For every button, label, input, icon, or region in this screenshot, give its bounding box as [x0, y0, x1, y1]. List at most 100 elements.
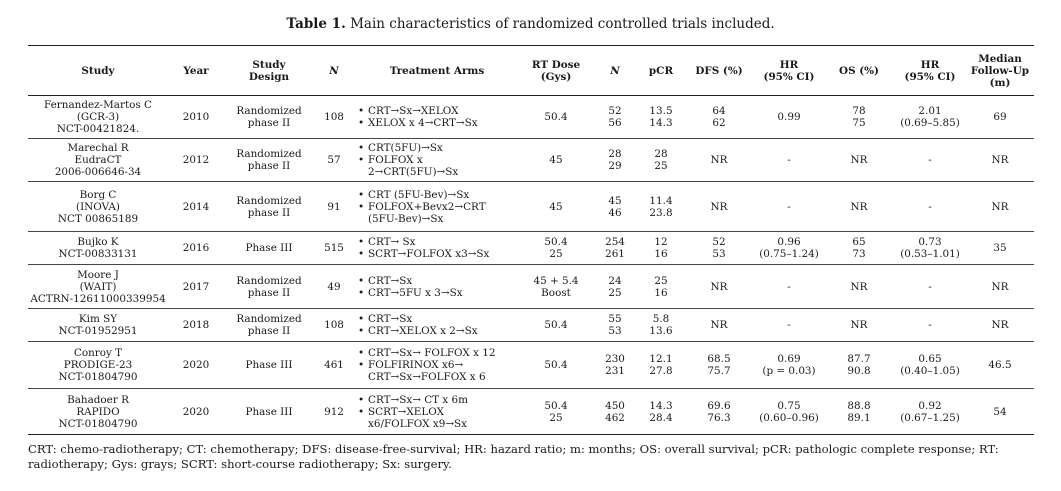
cell-narm: 230 231: [592, 341, 638, 389]
cell-rt: 50.4 25: [520, 388, 592, 435]
column-header: OS (%): [824, 45, 894, 96]
treatment-arm: • CRT→Sx→ FOLFOX x 12: [358, 347, 518, 359]
cell-study: Bahadoer R RAPIDO NCT-01804790: [28, 388, 168, 435]
treatment-arm-text: FOLFOX+Bevx2→CRT (5FU-Bev)→Sx: [368, 200, 486, 225]
treatment-arm: • CRT→Sx: [358, 313, 518, 325]
bullet-icon: •: [358, 200, 365, 213]
treatment-arm: • CRT→ Sx: [358, 236, 518, 248]
treatment-arm: • CRT→5FU x 3→Sx: [358, 287, 518, 299]
cell-rt: 50.4: [520, 341, 592, 389]
column-header: Year: [168, 45, 224, 96]
cell-design: Phase III: [224, 341, 314, 389]
cell-design: Phase III: [224, 231, 314, 265]
cell-n: 515: [314, 231, 354, 265]
column-header: N: [592, 45, 638, 96]
cell-n: 461: [314, 341, 354, 389]
cell-os: 88.8 89.1: [824, 388, 894, 435]
bullet-icon: •: [358, 393, 365, 406]
column-header: Study: [28, 45, 168, 96]
cell-n: 57: [314, 138, 354, 182]
cell-n: 91: [314, 181, 354, 232]
treatment-arms-cell: • CRT(5FU)→Sx • FOLFOX x 2→CRT(5FU)→Sx: [354, 138, 520, 182]
cell-hr-os: -: [894, 138, 966, 182]
table-header: Study Year Study Design N Treatment Arms RT D…: [28, 45, 1034, 96]
cell-rt: 45: [520, 181, 592, 232]
cell-hr-os: 0.92 (0.67–1.25): [894, 388, 966, 435]
cell-dfs: NR: [684, 181, 754, 232]
cell-design: Randomized phase II: [224, 264, 314, 309]
cell-narm: 24 25: [592, 264, 638, 309]
treatment-arm: • FOLFIRINOX x6→ CRT→Sx→FOLFOX x 6: [358, 359, 518, 383]
cell-os: 78 75: [824, 95, 894, 139]
treatment-arm: • CRT→Sx→XELOX: [358, 105, 518, 117]
treatment-arm-text: CRT→Sx: [368, 313, 413, 325]
cell-study: Fernandez-Martos C (GCR-3) NCT-00421824.: [28, 95, 168, 139]
cell-hr-dfs: -: [754, 138, 824, 182]
bullet-icon: •: [358, 313, 365, 325]
table-row: Moore J (WAIT) ACTRN-12611000339954 2017 R…: [28, 264, 1034, 309]
cell-pcr: 12.1 27.8: [638, 341, 684, 389]
cell-hr-dfs: -: [754, 181, 824, 232]
treatment-arm-text: FOLFIRINOX x6→ CRT→Sx→FOLFOX x 6: [368, 359, 486, 383]
column-header: Study Design: [224, 45, 314, 96]
cell-narm: 52 56: [592, 95, 638, 139]
cell-dfs: 52 53: [684, 231, 754, 265]
cell-study: Moore J (WAIT) ACTRN-12611000339954: [28, 264, 168, 309]
column-header: RT Dose (Gys): [520, 45, 592, 96]
treatment-arms-cell: • CRT→Sx→ CT x 6m • SCRT→XELOX x6/FOLFOX x9…: [354, 388, 520, 435]
cell-study: Conroy T PRODIGE-23 NCT-01804790: [28, 341, 168, 389]
treatment-arm-text: CRT(5FU)→Sx: [368, 142, 443, 154]
cell-rt: 50.4: [520, 95, 592, 139]
cell-dfs: 69.6 76.3: [684, 388, 754, 435]
cell-pcr: 11.4 23.8: [638, 181, 684, 232]
cell-fu: NR: [966, 308, 1034, 342]
cell-pcr: 28 25: [638, 138, 684, 182]
treatment-arm: • FOLFOX+Bevx2→CRT (5FU-Bev)→Sx: [358, 201, 518, 225]
column-header: pCR: [638, 45, 684, 96]
bullet-icon: •: [358, 359, 365, 371]
treatment-arm: • SCRT→XELOX x6/FOLFOX x9→Sx: [358, 406, 518, 430]
table-row: Kim SY NCT-01952951 2018 Randomized phase …: [28, 308, 1034, 342]
bullet-icon: •: [358, 248, 365, 260]
cell-rt: 45: [520, 138, 592, 182]
treatment-arms-cell: • CRT (5FU-Bev)→Sx • FOLFOX+Bevx2→CRT (5FU-…: [354, 181, 520, 232]
treatment-arm: • CRT→XELOX x 2→Sx: [358, 325, 518, 337]
bullet-icon: •: [358, 405, 365, 418]
cell-dfs: NR: [684, 138, 754, 182]
cell-narm: 450 462: [592, 388, 638, 435]
treatment-arm-text: XELOX x 4→CRT→Sx: [368, 117, 478, 129]
column-header: DFS (%): [684, 45, 754, 96]
cell-fu: 35: [966, 231, 1034, 265]
bullet-icon: •: [358, 105, 365, 117]
treatment-arms-cell: • CRT→Sx • CRT→5FU x 3→Sx: [354, 264, 520, 309]
cell-os: NR: [824, 181, 894, 232]
cell-narm: 55 53: [592, 308, 638, 342]
column-header: Median Follow-Up (m): [966, 45, 1034, 96]
treatment-arm: • SCRT→FOLFOX x3→Sx: [358, 248, 518, 260]
cell-study: Borg C (INOVA) NCT 00865189: [28, 181, 168, 232]
cell-year: 2014: [168, 181, 224, 232]
treatment-arms-cell: • CRT→ Sx • SCRT→FOLFOX x3→Sx: [354, 231, 520, 265]
cell-dfs: NR: [684, 308, 754, 342]
table-row: Bahadoer R RAPIDO NCT-01804790 2020 Phase …: [28, 388, 1034, 435]
bullet-icon: •: [358, 117, 365, 129]
treatment-arm-text: CRT→XELOX x 2→Sx: [368, 325, 478, 337]
cell-year: 2012: [168, 138, 224, 182]
cell-hr-dfs: -: [754, 264, 824, 309]
cell-hr-os: 0.73 (0.53–1.01): [894, 231, 966, 265]
cell-fu: NR: [966, 264, 1034, 309]
treatment-arms-cell: • CRT→Sx→XELOX • XELOX x 4→CRT→Sx: [354, 95, 520, 139]
cell-os: NR: [824, 308, 894, 342]
cell-fu: 69: [966, 95, 1034, 139]
treatment-arm-text: CRT (5FU-Bev)→Sx: [368, 188, 470, 201]
bullet-icon: •: [358, 286, 365, 299]
cell-os: 87.7 90.8: [824, 341, 894, 389]
treatment-arm-text: CRT→Sx→ FOLFOX x 12: [368, 347, 496, 359]
cell-fu: NR: [966, 138, 1034, 182]
cell-design: Randomized phase II: [224, 95, 314, 139]
cell-study: Bujko K NCT-00833131: [28, 231, 168, 265]
cell-design: Randomized phase II: [224, 181, 314, 232]
cell-rt: 45 + 5.4 Boost: [520, 264, 592, 309]
cell-hr-dfs: 0.69 (p = 0.03): [754, 341, 824, 389]
